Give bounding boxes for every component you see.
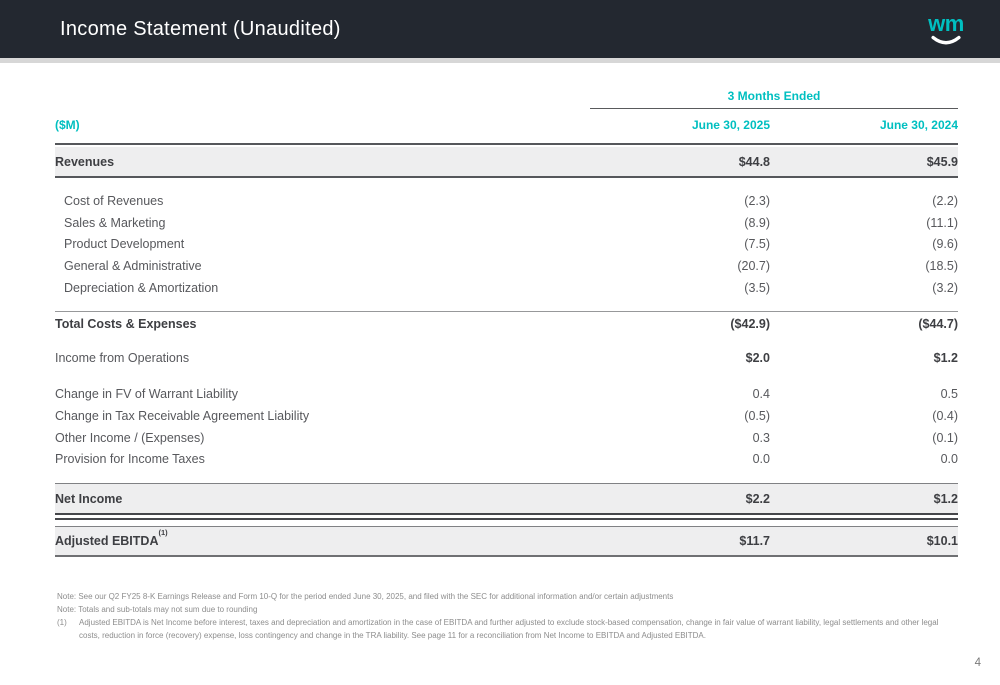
wm-logo: wm bbox=[922, 10, 970, 47]
table-row-change-fv-warrant: Change in FV of Warrant Liability 0.4 0.… bbox=[55, 387, 958, 402]
page-number: 4 bbox=[974, 657, 981, 669]
table-row-adjusted-ebitda: Adjusted EBITDA(1) $11.7 $10.1 bbox=[55, 525, 958, 557]
table-row-total-costs-expenses: Total Costs & Expenses ($42.9) ($44.7) bbox=[55, 311, 958, 336]
table-row-net-income: Net Income $2.2 $1.2 bbox=[55, 483, 958, 514]
table-row-income-from-operations: Income from Operations $2.0 $1.2 bbox=[55, 351, 958, 366]
footnotes: Note: See our Q2 FY25 8-K Earnings Relea… bbox=[57, 590, 960, 642]
footnote-1-marker: (1) bbox=[57, 617, 67, 627]
net-income-double-rule bbox=[55, 513, 958, 520]
column-header-row: ($M) June 30, 2025 June 30, 2024 bbox=[55, 109, 958, 145]
table-row-revenues: Revenues $44.8 $45.9 bbox=[55, 147, 958, 178]
footnote-1: (1) Adjusted EBITDA is Net Income before… bbox=[57, 616, 960, 642]
wm-logo-text: wm bbox=[928, 10, 964, 36]
column-header-2024: June 30, 2024 bbox=[879, 118, 958, 132]
footnote-1-text: Adjusted EBITDA is Net Income before int… bbox=[79, 617, 939, 640]
table-row-other-income-expenses: Other Income / (Expenses) 0.3 (0.1) bbox=[55, 430, 958, 445]
income-statement-table: 3 Months Ended ($M) June 30, 2025 June 3… bbox=[55, 89, 958, 557]
page-title: Income Statement (Unaudited) bbox=[60, 17, 341, 40]
footnote-ref: (1) bbox=[158, 528, 168, 538]
column-header-2025: June 30, 2025 bbox=[691, 118, 770, 132]
period-header-row: 3 Months Ended bbox=[55, 89, 958, 109]
table-row-change-tax-receivable: Change in Tax Receivable Agreement Liabi… bbox=[55, 408, 958, 423]
table-row-general-administrative: General & Administrative (20.7) (18.5) bbox=[64, 258, 958, 273]
slide-header: Income Statement (Unaudited) wm bbox=[0, 0, 1000, 63]
note-rounding: Note: Totals and sub-totals may not sum … bbox=[57, 604, 258, 614]
table-row-sales-marketing: Sales & Marketing (8.9) (11.1) bbox=[64, 215, 958, 230]
note-sec-filing: Note: See our Q2 FY25 8-K Earnings Relea… bbox=[57, 591, 674, 601]
period-header: 3 Months Ended bbox=[590, 89, 958, 109]
other-items-group: Change in FV of Warrant Liability 0.4 0.… bbox=[55, 383, 958, 470]
unit-label: ($M) bbox=[55, 118, 80, 132]
table-row-cost-of-revenues: Cost of Revenues (2.3) (2.2) bbox=[64, 193, 958, 208]
cost-rows-group: Cost of Revenues (2.3) (2.2) Sales & Mar… bbox=[55, 190, 958, 298]
smile-icon bbox=[931, 35, 961, 44]
table-row-provision-income-taxes: Provision for Income Taxes 0.0 0.0 bbox=[55, 452, 958, 467]
table-row-product-development: Product Development (7.5) (9.6) bbox=[64, 237, 958, 252]
table-row-depreciation-amortization: Depreciation & Amortization (3.5) (3.2) bbox=[64, 280, 958, 295]
